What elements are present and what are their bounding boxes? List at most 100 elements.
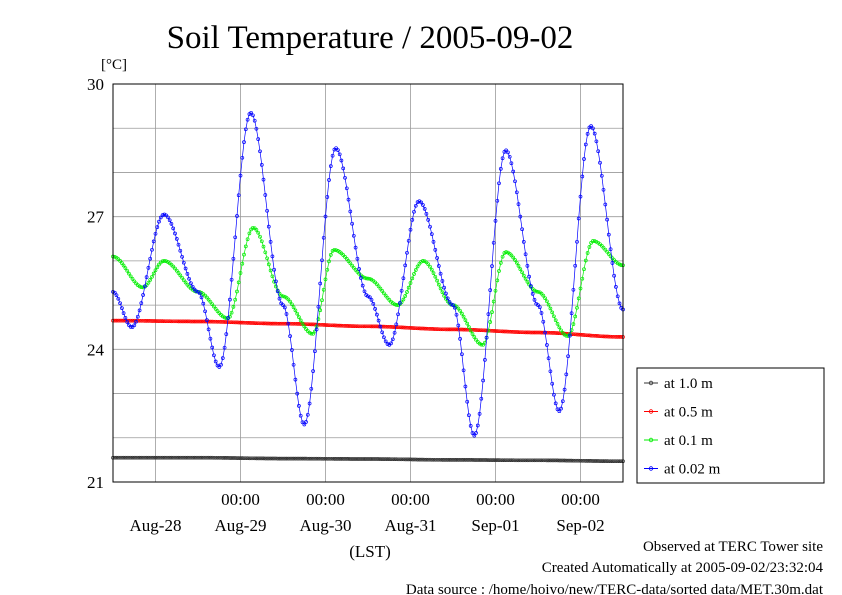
data-point: [343, 255, 347, 259]
x-tick-date: Aug-29: [215, 516, 267, 535]
data-point: [130, 455, 135, 460]
data-point: [242, 140, 246, 144]
data-point: [139, 455, 144, 460]
data-point: [598, 160, 602, 165]
data-point: [385, 457, 390, 461]
data-point: [281, 294, 285, 299]
data-point: [396, 457, 400, 462]
data-point: [336, 148, 340, 152]
data-point: [190, 455, 195, 460]
data-point: [614, 285, 618, 289]
data-point: [555, 331, 560, 335]
data-point: [236, 193, 241, 198]
y-tick-label: 27: [87, 208, 105, 227]
data-point: [151, 239, 156, 244]
data-point: [321, 235, 326, 240]
data-point: [606, 252, 611, 256]
data-point: [603, 459, 608, 463]
data-point: [256, 137, 261, 141]
x-tick-date: Aug-28: [130, 516, 182, 535]
data-point: [445, 327, 450, 332]
x-axis-label: (LST): [349, 542, 391, 561]
data-point: [513, 179, 517, 184]
data-point: [387, 457, 392, 461]
data-point: [197, 455, 202, 460]
data-point: [396, 325, 400, 330]
data-point: [284, 456, 289, 461]
data-point: [187, 319, 191, 324]
data-point: [325, 195, 330, 199]
data-point: [167, 319, 172, 324]
data-point: [235, 456, 239, 460]
data-point: [608, 334, 613, 339]
data-point: [498, 261, 503, 265]
data-point: [398, 301, 402, 305]
data-point: [366, 276, 370, 281]
data-point: [585, 132, 590, 136]
data-point: [220, 320, 225, 324]
data-point: [222, 345, 227, 350]
data-point: [325, 456, 330, 461]
data-point: [454, 327, 459, 332]
data-point: [293, 456, 298, 461]
data-point: [141, 455, 145, 460]
data-point: [162, 455, 167, 460]
data-point: [477, 412, 482, 416]
data-point: [569, 311, 574, 316]
data-point: [350, 324, 354, 328]
data-point: [256, 456, 261, 461]
data-point: [114, 318, 119, 323]
data-point: [201, 455, 206, 460]
data-point: [421, 203, 425, 207]
data-point: [254, 321, 259, 326]
data-point: [268, 240, 273, 244]
data-point: [176, 319, 181, 324]
data-point: [314, 456, 319, 461]
data-point: [316, 304, 321, 309]
data-point: [383, 324, 388, 329]
data-point: [371, 302, 376, 306]
data-point: [428, 224, 432, 229]
data-point: [151, 319, 156, 323]
data-point: [190, 284, 195, 289]
data-point: [228, 320, 232, 325]
data-point: [219, 455, 223, 460]
data-point: [189, 455, 193, 460]
data-point: [615, 335, 620, 339]
data-point: [375, 324, 379, 329]
data-point: [401, 276, 406, 281]
data-point: [498, 167, 503, 171]
data-point: [516, 330, 521, 334]
data-point: [431, 240, 436, 244]
x-tick-time: 00:00: [306, 490, 345, 509]
data-point: [429, 457, 434, 462]
data-point: [583, 459, 588, 463]
data-point: [571, 287, 576, 292]
data-point: [557, 331, 562, 336]
data-point: [405, 325, 409, 330]
chart-title: Soil Temperature / 2005-09-02: [167, 20, 574, 56]
data-point: [348, 457, 353, 461]
data-point: [144, 319, 149, 323]
data-point: [451, 327, 455, 332]
data-point: [263, 321, 268, 326]
data-point: [568, 458, 572, 463]
data-point: [153, 268, 158, 273]
data-point: [576, 458, 581, 463]
data-point: [438, 286, 443, 291]
data-point: [612, 459, 616, 464]
data-point: [506, 329, 510, 334]
data-point: [150, 247, 154, 252]
data-point: [516, 202, 521, 206]
data-point: [571, 458, 576, 463]
data-point: [229, 456, 234, 460]
data-point: [339, 457, 344, 461]
data-point: [351, 233, 356, 238]
data-point: [498, 458, 503, 463]
data-point: [265, 456, 269, 461]
data-point: [137, 318, 142, 323]
data-point: [242, 252, 246, 257]
data-point: [467, 413, 471, 418]
data-point: [337, 457, 342, 461]
data-point: [350, 221, 354, 226]
